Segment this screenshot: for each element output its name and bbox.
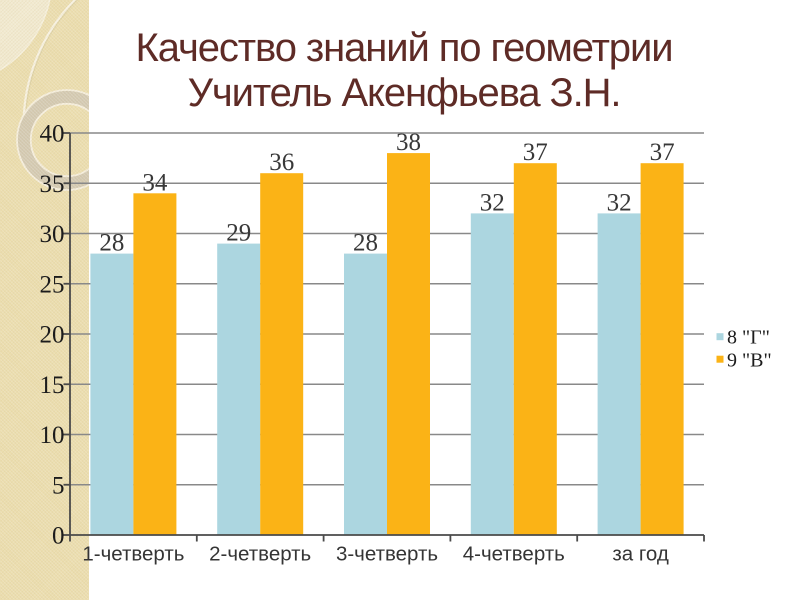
svg-text:35: 35 bbox=[40, 171, 65, 198]
svg-text:25: 25 bbox=[40, 271, 65, 298]
svg-text:5: 5 bbox=[52, 472, 65, 499]
svg-text:37: 37 bbox=[523, 139, 548, 166]
svg-text:29: 29 bbox=[226, 220, 251, 247]
svg-text:30: 30 bbox=[40, 221, 65, 248]
svg-text:10: 10 bbox=[40, 422, 65, 449]
svg-text:1-четверть: 1-четверть bbox=[82, 543, 184, 566]
svg-text:28: 28 bbox=[353, 230, 378, 257]
svg-text:32: 32 bbox=[607, 189, 632, 216]
svg-text:40: 40 bbox=[40, 121, 65, 148]
svg-text:34: 34 bbox=[142, 169, 168, 196]
svg-text:4-четверть: 4-четверть bbox=[463, 543, 565, 566]
svg-text:20: 20 bbox=[40, 322, 65, 349]
svg-text:28: 28 bbox=[99, 230, 124, 257]
svg-text:9 "В": 9 "В" bbox=[727, 349, 772, 371]
svg-text:37: 37 bbox=[650, 139, 675, 166]
svg-text:3-четверть: 3-четверть bbox=[336, 543, 438, 566]
svg-text:за год: за год bbox=[612, 543, 668, 566]
svg-text:0: 0 bbox=[52, 523, 65, 550]
svg-text:8 "Г": 8 "Г" bbox=[727, 327, 770, 349]
svg-text:36: 36 bbox=[269, 149, 294, 176]
svg-text:38: 38 bbox=[396, 129, 421, 156]
svg-text:32: 32 bbox=[480, 189, 505, 216]
svg-text:15: 15 bbox=[40, 372, 65, 399]
svg-text:2-четверть: 2-четверть bbox=[209, 543, 311, 566]
